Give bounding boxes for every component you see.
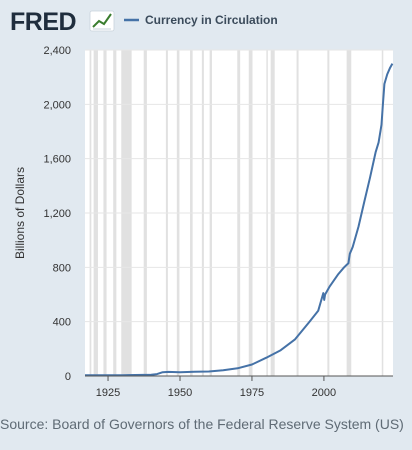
x-tick-label: 1925 <box>96 387 120 399</box>
y-tick-label: 1,600 <box>43 154 71 166</box>
y-tick-label: 0 <box>65 371 71 383</box>
y-tick-label: 1,200 <box>43 208 71 220</box>
source-note: Source: Board of Governors of the Federa… <box>0 416 404 432</box>
x-axis-ticks: 1925 1950 1975 2000 <box>96 376 336 399</box>
legend-series-label: Currency in Circulation <box>145 13 278 27</box>
fred-logo-text: FRED <box>10 8 76 36</box>
y-axis-ticks: 0 400 800 1,200 1,600 2,000 2,400 <box>43 45 71 383</box>
y-axis-title: Billions of Dollars <box>13 167 27 259</box>
y-tick-label: 2,000 <box>43 99 71 111</box>
x-tick-label: 2000 <box>312 387 336 399</box>
fred-logo[interactable]: FRED <box>10 8 115 36</box>
gridlines <box>85 49 393 323</box>
y-tick-label: 400 <box>53 317 71 329</box>
fred-graph-icon <box>89 10 115 32</box>
y-tick-label: 2,400 <box>43 45 71 57</box>
legend[interactable]: Currency in Circulation <box>124 13 278 27</box>
x-tick-label: 1950 <box>168 387 192 399</box>
x-tick-label: 1975 <box>240 387 264 399</box>
y-tick-label: 800 <box>53 262 71 274</box>
series-line-currency-in-circulation <box>84 63 394 377</box>
